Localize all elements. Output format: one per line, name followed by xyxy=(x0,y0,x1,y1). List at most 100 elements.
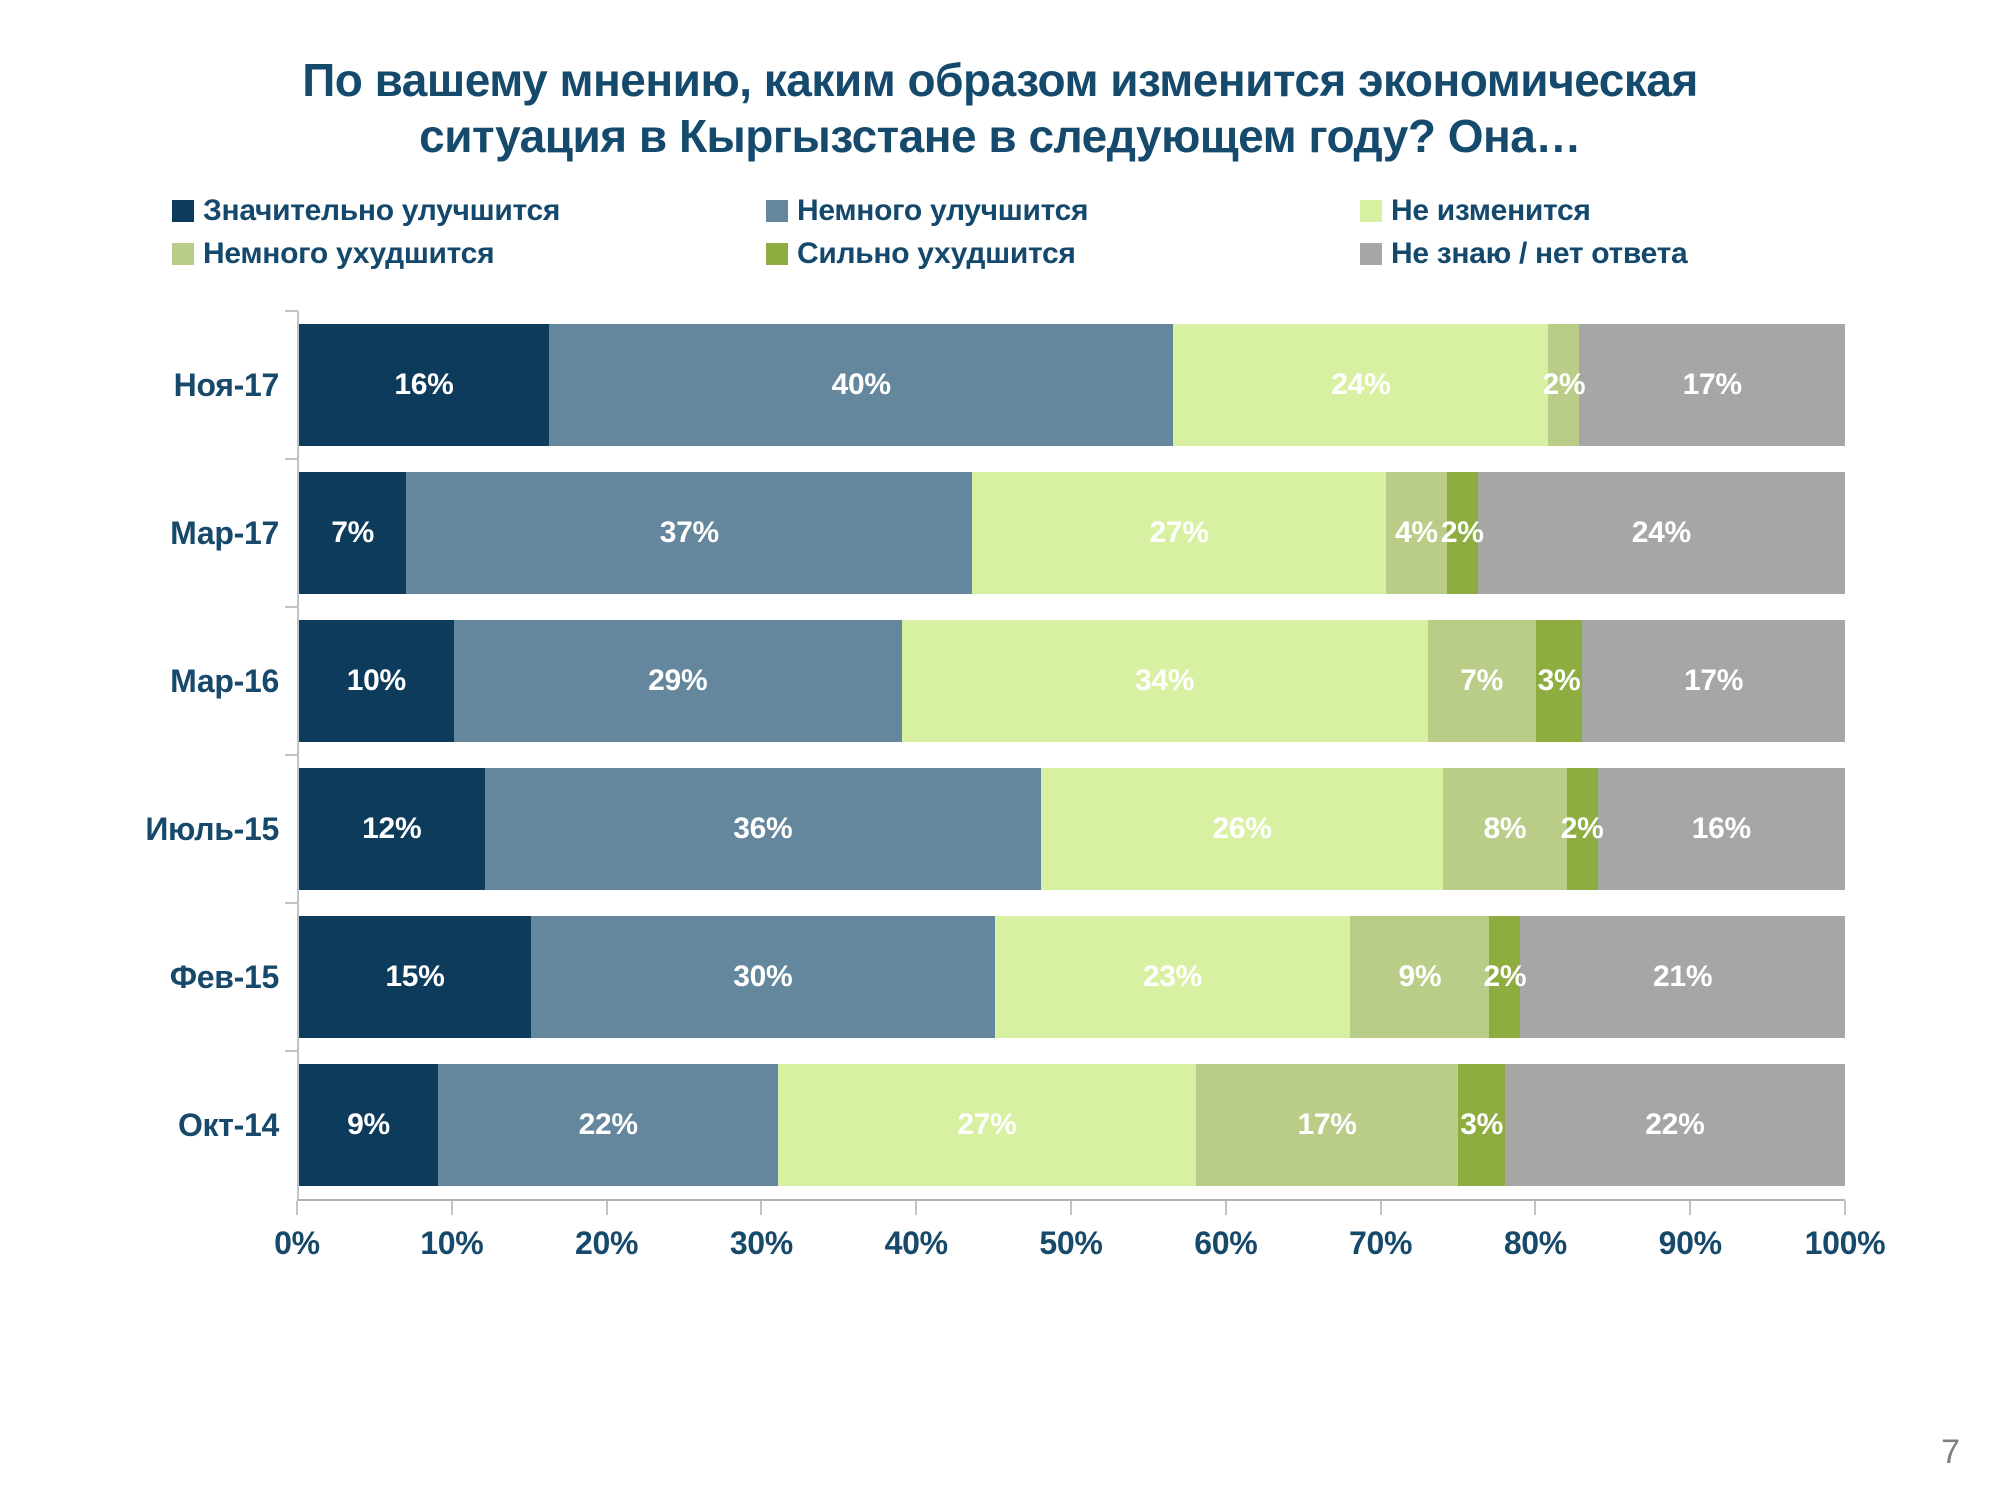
bar-segment: 3% xyxy=(1458,1064,1505,1187)
segment-value-label: 2% xyxy=(1560,812,1604,846)
chart-row: Ноя-17 16% 40% 24% 2% 17% xyxy=(0,310,1845,460)
segment-value-label: 9% xyxy=(1398,960,1442,994)
bar-segment: 34% xyxy=(901,620,1428,743)
category-label: Ноя-17 xyxy=(173,366,280,403)
bar-segment: 16% xyxy=(299,324,549,447)
segment-value-label: 3% xyxy=(1537,664,1581,698)
chart-legend: Значительно улучшится Немного улучшится Не… xyxy=(172,194,2000,271)
chart-row: Мар-17 7% 37% 27% 4% 2% 24% xyxy=(0,458,1845,608)
segment-value-label: 37% xyxy=(659,516,719,550)
segment-value-label: 9% xyxy=(347,1108,390,1142)
bar-segment: 22% xyxy=(438,1064,779,1187)
segment-value-label: 4% xyxy=(1394,516,1438,550)
legend-swatch xyxy=(766,200,788,223)
chart-row: Фев-15 15% 30% 23% 9% 2% 21% xyxy=(0,902,1845,1052)
legend-label: Немного ухудшится xyxy=(203,237,495,271)
x-axis-tick xyxy=(1689,1201,1692,1216)
chart-row: Июль-15 12% 36% 26% 8% 2% 16% xyxy=(0,754,1845,904)
x-axis-label: 0% xyxy=(274,1225,320,1262)
page-title: По вашему мнению, каким образом изменитс… xyxy=(302,54,1698,163)
segment-value-label: 36% xyxy=(733,812,793,846)
bar-segment: 12% xyxy=(299,768,485,891)
legend-item: Сильно ухудшится xyxy=(766,237,1360,271)
legend-item: Не изменится xyxy=(1360,194,1920,228)
bar-segment: 40% xyxy=(548,324,1174,447)
bar-segment: 26% xyxy=(1041,768,1444,891)
chart-row: Окт-14 9% 22% 27% 17% 3% 22% xyxy=(0,1050,1845,1200)
segment-value-label: 10% xyxy=(346,664,406,698)
stacked-bar: 9% 22% 27% 17% 3% 22% xyxy=(299,1064,1845,1187)
legend-item: Немного улучшится xyxy=(766,194,1360,228)
legend-item: Значительно улучшится xyxy=(172,194,766,228)
bar-segment: 17% xyxy=(1195,1064,1459,1187)
bar-segment: 36% xyxy=(484,768,1042,891)
page-number: 7 xyxy=(1941,1433,1960,1471)
segment-value-label: 15% xyxy=(385,960,445,994)
bar-segment: 9% xyxy=(299,1064,439,1187)
x-axis-spacer xyxy=(0,1199,297,1271)
x-axis-tick xyxy=(1070,1201,1072,1216)
x-axis-label: 10% xyxy=(420,1225,484,1262)
category-label: Окт-14 xyxy=(177,1106,279,1143)
legend-label: Значительно улучшится xyxy=(203,194,561,228)
segment-value-label: 30% xyxy=(733,960,793,994)
x-axis: 0% 10% 20% 30% 40% 50% 60% 70% 80% 90% 100% xyxy=(0,1199,1886,1271)
segment-value-label: 16% xyxy=(1691,812,1751,846)
category-label: Мар-16 xyxy=(170,662,279,699)
x-axis-tick xyxy=(760,1201,763,1216)
bar-segment: 10% xyxy=(299,620,454,743)
stacked-bar-chart: Ноя-17 16% 40% 24% 2% 17% Мар-17 7% 37% 27% 4% 2% 24… xyxy=(0,310,1886,1271)
stacked-bar: 7% 37% 27% 4% 2% 24% xyxy=(299,472,1845,595)
segment-value-label: 8% xyxy=(1483,812,1527,846)
stacked-bar: 15% 30% 23% 9% 2% 21% xyxy=(299,916,1845,1039)
x-axis-tick xyxy=(1379,1201,1382,1216)
x-axis-tick xyxy=(1534,1201,1537,1216)
segment-value-label: 34% xyxy=(1135,664,1195,698)
x-axis-label: 40% xyxy=(884,1225,948,1262)
x-axis-tick xyxy=(915,1201,918,1216)
bar-track: 16% 40% 24% 2% 17% xyxy=(285,310,1845,460)
chart-rows: Ноя-17 16% 40% 24% 2% 17% Мар-17 7% 37% 27% 4% 2% 24… xyxy=(0,310,1845,1200)
segment-value-label: 12% xyxy=(362,812,422,846)
bar-track: 10% 29% 34% 7% 3% 17% xyxy=(285,606,1845,756)
bar-segment: 30% xyxy=(530,916,995,1039)
stacked-bar: 12% 36% 26% 8% 2% 16% xyxy=(299,768,1845,891)
bar-track: 9% 22% 27% 17% 3% 22% xyxy=(285,1050,1845,1200)
segment-value-label: 27% xyxy=(1149,516,1209,550)
x-axis-label: 70% xyxy=(1349,1225,1413,1262)
segment-value-label: 17% xyxy=(1682,368,1742,402)
segment-value-label: 17% xyxy=(1297,1108,1357,1142)
legend-swatch xyxy=(1360,243,1382,266)
x-axis-tick xyxy=(450,1201,453,1216)
segment-value-label: 24% xyxy=(1331,368,1391,402)
bar-segment: 27% xyxy=(972,472,1386,595)
category-label: Июль-15 xyxy=(145,810,279,847)
bar-segment: 2% xyxy=(1441,472,1484,595)
chart-row: Мар-16 10% 29% 34% 7% 3% 17% xyxy=(0,606,1845,756)
bar-segment: 7% xyxy=(299,472,407,595)
x-axis-tick xyxy=(296,1201,298,1216)
segment-value-label: 21% xyxy=(1653,960,1713,994)
segment-value-label: 2% xyxy=(1440,516,1484,550)
bar-segment: 8% xyxy=(1443,768,1567,891)
bar-track: 12% 36% 26% 8% 2% 16% xyxy=(285,754,1845,904)
x-axis-label: 20% xyxy=(575,1225,639,1262)
bar-segment: 24% xyxy=(1477,472,1845,595)
bar-segment: 24% xyxy=(1173,324,1549,447)
segment-value-label: 24% xyxy=(1631,516,1691,550)
bar-segment: 23% xyxy=(994,916,1351,1039)
x-axis-tick xyxy=(1844,1201,1846,1216)
bar-segment: 7% xyxy=(1427,620,1536,743)
bar-segment: 2% xyxy=(1561,768,1604,891)
bar-segment: 17% xyxy=(1582,620,1845,743)
segment-value-label: 17% xyxy=(1683,664,1744,698)
x-axis-label: 80% xyxy=(1503,1225,1567,1262)
segment-value-label: 23% xyxy=(1142,960,1203,994)
segment-value-label: 3% xyxy=(1460,1108,1504,1142)
legend-swatch xyxy=(766,243,788,266)
segment-value-label: 27% xyxy=(957,1108,1017,1142)
bar-segment: 27% xyxy=(778,1064,1196,1187)
segment-value-label: 7% xyxy=(1460,664,1504,698)
bar-segment: 29% xyxy=(453,620,902,743)
